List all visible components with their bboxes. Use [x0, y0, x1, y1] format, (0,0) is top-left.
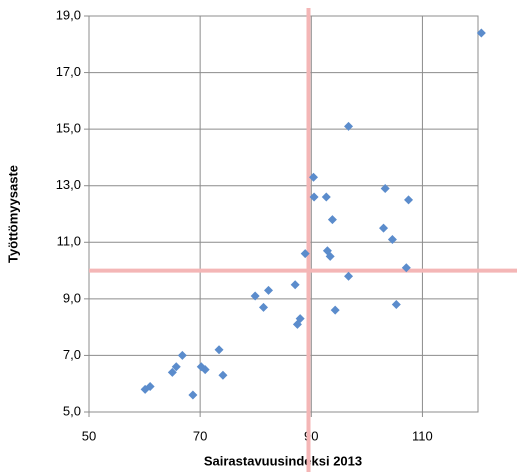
point — [250, 291, 260, 301]
point — [404, 195, 414, 205]
point — [218, 370, 228, 380]
y-tick-label: 11,0 — [57, 234, 81, 249]
point — [309, 192, 319, 202]
y-tick-label: 19,0 — [56, 7, 81, 22]
y-tick-label: 5,0 — [63, 403, 81, 418]
point — [309, 172, 319, 182]
point — [321, 192, 331, 202]
point — [263, 285, 273, 295]
x-tick-label: 110 — [412, 428, 433, 443]
point — [167, 367, 177, 377]
y-tick-label: 17,0 — [56, 64, 81, 79]
plot-border — [88, 15, 479, 413]
y-tick-label: 9,0 — [63, 290, 81, 305]
point — [171, 362, 181, 372]
x-tick-label: 70 — [193, 428, 207, 443]
point — [330, 305, 340, 315]
point — [380, 184, 390, 194]
y-tick-label: 15,0 — [56, 121, 81, 136]
y-tick-label: 13,0 — [56, 177, 81, 192]
point — [325, 251, 335, 261]
point — [300, 249, 310, 259]
point — [290, 280, 300, 290]
point — [476, 28, 486, 38]
point — [401, 263, 411, 273]
point — [379, 223, 389, 233]
point — [391, 300, 401, 310]
point — [327, 215, 337, 225]
point — [140, 384, 150, 394]
point — [344, 121, 354, 131]
x-tick-label: 50 — [82, 428, 96, 443]
point — [258, 302, 268, 312]
point — [292, 319, 302, 329]
point — [200, 365, 210, 375]
point — [387, 234, 397, 244]
y-axis-title: Työttömyysaste — [5, 165, 20, 263]
point — [188, 390, 198, 400]
point — [177, 350, 187, 360]
x-tick-label: 90 — [304, 428, 318, 443]
y-tick-label: 7,0 — [63, 347, 81, 362]
point — [214, 345, 224, 355]
x-axis-title: Sairastavuusindeksi 2013 — [204, 453, 362, 468]
point — [344, 271, 354, 281]
